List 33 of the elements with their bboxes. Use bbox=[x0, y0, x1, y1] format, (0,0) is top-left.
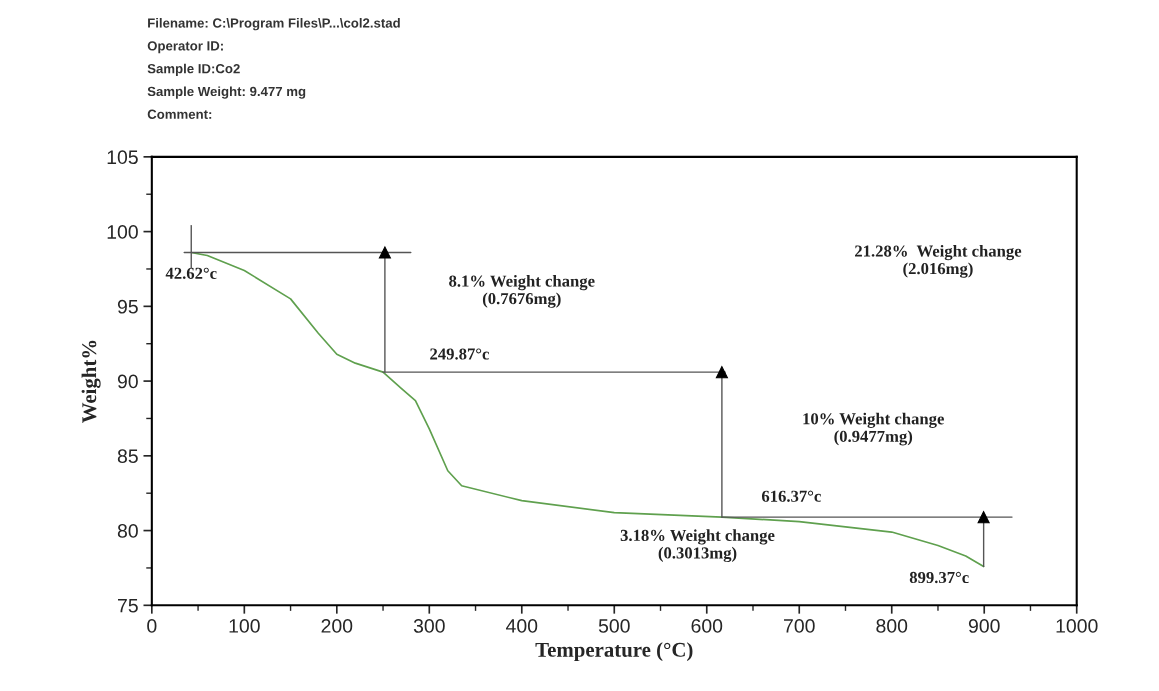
text: Comment: bbox=[147, 109, 212, 119]
x-tick-label: 500 bbox=[598, 619, 630, 633]
x-tick-label: 400 bbox=[506, 619, 538, 633]
y-tick-label: 75 bbox=[118, 598, 138, 613]
annotation: 3.18% Weight change (0.3013mg) bbox=[620, 529, 775, 563]
x-tick-label: 300 bbox=[413, 619, 445, 633]
x-tick-label: 700 bbox=[784, 619, 815, 633]
y-tick-label: 95 bbox=[117, 299, 138, 314]
annotation: 899.37°c bbox=[909, 571, 969, 584]
y-tick-label: 100 bbox=[107, 225, 138, 239]
annotation: 42.62°c bbox=[165, 267, 217, 279]
x-tick-label: 1000 bbox=[1056, 619, 1098, 633]
x-tick-label: 800 bbox=[876, 619, 908, 633]
text: Sample ID:Co2 bbox=[147, 63, 240, 76]
y-tick-label: 85 bbox=[117, 449, 138, 464]
annotation: 616.37°c bbox=[761, 490, 821, 502]
annotation: 21.28% Weight change (2.016mg) bbox=[855, 244, 1022, 278]
x-axis-title: Temperature (°C) bbox=[535, 642, 693, 662]
annotation: 249.87°c bbox=[430, 348, 489, 360]
x-tick-label: 600 bbox=[691, 619, 723, 633]
text: Filename: C:\Program Files\P...\col2.stad bbox=[148, 18, 400, 31]
x-tick-label: 200 bbox=[321, 619, 353, 633]
x-tick-label: 100 bbox=[229, 619, 260, 633]
y-tick-label: 105 bbox=[107, 150, 138, 165]
y-tick-label: 90 bbox=[117, 374, 138, 389]
y-tick-label: 80 bbox=[117, 524, 138, 538]
text: Sample Weight: 9.477 mg bbox=[147, 86, 306, 99]
annotation: 8.1% Weight change (0.7676mg) bbox=[449, 274, 595, 308]
annotation: 10% Weight change (0.9477mg) bbox=[803, 412, 944, 446]
x-tick-label: 900 bbox=[968, 619, 1000, 633]
text: Operator ID: bbox=[147, 41, 223, 54]
y-axis-title: Weight% bbox=[81, 340, 101, 424]
x-tick-label: 0 bbox=[147, 619, 157, 633]
